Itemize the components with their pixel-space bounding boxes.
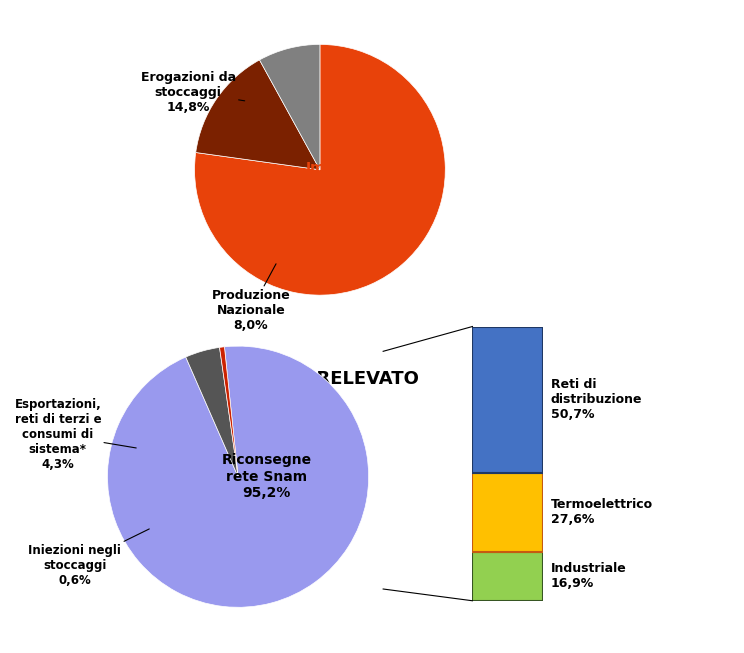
Wedge shape — [196, 60, 320, 170]
Text: TOTALE PRELEVATO: TOTALE PRELEVATO — [221, 370, 419, 389]
Text: Iniezioni negli
stoccaggi
0,6%: Iniezioni negli stoccaggi 0,6% — [28, 529, 150, 587]
Bar — [472, 552, 543, 601]
Bar — [472, 326, 543, 473]
Text: Termoelettrico
27,6%: Termoelettrico 27,6% — [551, 498, 652, 526]
Bar — [472, 473, 543, 552]
Wedge shape — [194, 44, 446, 295]
Text: Riconsegne
rete Snam
95,2%: Riconsegne rete Snam 95,2% — [222, 453, 312, 500]
Wedge shape — [219, 347, 238, 477]
Text: Erogazioni da
stoccaggi
14,8%: Erogazioni da stoccaggi 14,8% — [141, 71, 245, 114]
Text: Esportazioni,
reti di terzi e
consumi di
sistema*
4,3%: Esportazioni, reti di terzi e consumi di… — [14, 398, 136, 471]
Wedge shape — [186, 347, 238, 477]
Text: Importazioni
77,2%: Importazioni 77,2% — [306, 161, 405, 191]
Text: Produzione
Nazionale
8,0%: Produzione Nazionale 8,0% — [211, 264, 290, 332]
Text: Reti di
distribuzione
50,7%: Reti di distribuzione 50,7% — [551, 378, 642, 421]
Wedge shape — [260, 44, 320, 170]
Text: Industriale
16,9%: Industriale 16,9% — [551, 562, 626, 590]
Wedge shape — [107, 346, 369, 607]
